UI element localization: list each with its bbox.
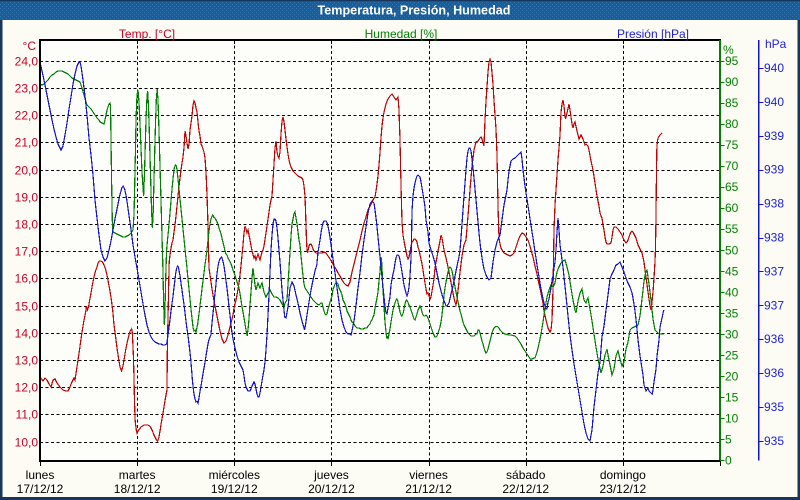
svg-text:22/12/12: 22/12/12	[502, 482, 549, 496]
svg-text:23,0: 23,0	[15, 82, 39, 96]
svg-text:935: 935	[764, 400, 784, 414]
svg-text:22,0: 22,0	[15, 109, 39, 123]
svg-text:domingo: domingo	[600, 468, 646, 482]
svg-text:13,0: 13,0	[15, 354, 39, 368]
svg-text:20: 20	[725, 369, 739, 383]
svg-text:936: 936	[764, 332, 784, 346]
svg-text:940: 940	[764, 95, 784, 109]
svg-text:20/12/12: 20/12/12	[308, 482, 355, 496]
svg-text:15,0: 15,0	[15, 300, 39, 314]
svg-text:°C: °C	[23, 39, 37, 53]
svg-text:20,0: 20,0	[15, 164, 39, 178]
svg-text:17,0: 17,0	[15, 245, 39, 259]
svg-text:10: 10	[725, 411, 739, 425]
svg-text:939: 939	[764, 163, 784, 177]
svg-text:937: 937	[764, 264, 784, 278]
svg-text:90: 90	[725, 75, 739, 89]
svg-text:14,0: 14,0	[15, 327, 39, 341]
svg-text:Temp. [°C]: Temp. [°C]	[119, 27, 175, 41]
svg-text:65: 65	[725, 180, 739, 194]
svg-text:940: 940	[764, 61, 784, 75]
svg-text:80: 80	[725, 117, 739, 131]
svg-text:19,0: 19,0	[15, 191, 39, 205]
svg-text:938: 938	[764, 197, 784, 211]
svg-text:hPa: hPa	[765, 37, 787, 51]
svg-text:lunes: lunes	[26, 468, 55, 482]
svg-text:936: 936	[764, 366, 784, 380]
svg-text:10,0: 10,0	[15, 436, 39, 450]
svg-text:21/12/12: 21/12/12	[405, 482, 452, 496]
svg-text:50: 50	[725, 243, 739, 257]
svg-text:miércoles: miércoles	[209, 468, 260, 482]
svg-text:45: 45	[725, 264, 739, 278]
svg-text:938: 938	[764, 231, 784, 245]
svg-text:Presión [hPa]: Presión [hPa]	[617, 27, 689, 41]
svg-text:19/12/12: 19/12/12	[211, 482, 258, 496]
svg-text:18/12/12: 18/12/12	[114, 482, 161, 496]
svg-text:35: 35	[725, 306, 739, 320]
svg-text:%: %	[723, 43, 734, 57]
svg-text:85: 85	[725, 96, 739, 110]
svg-text:25: 25	[725, 348, 739, 362]
svg-text:12,0: 12,0	[15, 381, 39, 395]
svg-text:15: 15	[725, 390, 739, 404]
svg-text:11,0: 11,0	[16, 408, 39, 422]
svg-text:70: 70	[725, 159, 739, 173]
svg-text:21,0: 21,0	[15, 136, 39, 150]
svg-text:17/12/12: 17/12/12	[17, 482, 64, 496]
svg-text:30: 30	[725, 327, 739, 341]
svg-text:939: 939	[764, 129, 784, 143]
svg-text:5: 5	[725, 432, 732, 446]
svg-text:23/12/12: 23/12/12	[599, 482, 646, 496]
svg-text:75: 75	[725, 138, 739, 152]
svg-text:935: 935	[764, 434, 784, 448]
svg-text:95: 95	[725, 54, 739, 68]
svg-text:16,0: 16,0	[15, 272, 39, 286]
svg-text:Humedad [%]: Humedad [%]	[365, 27, 438, 41]
svg-text:martes: martes	[119, 468, 156, 482]
svg-text:60: 60	[725, 201, 739, 215]
svg-text:18,0: 18,0	[15, 218, 39, 232]
svg-text:Temperatura, Presión, Humedad: Temperatura, Presión, Humedad	[318, 4, 511, 18]
svg-text:24,0: 24,0	[15, 55, 39, 69]
svg-text:jueves: jueves	[313, 468, 349, 482]
svg-text:0: 0	[725, 454, 732, 468]
svg-text:937: 937	[764, 298, 784, 312]
svg-text:55: 55	[725, 222, 739, 236]
svg-text:sábado: sábado	[506, 468, 546, 482]
svg-text:40: 40	[725, 285, 739, 299]
svg-text:viernes: viernes	[409, 468, 448, 482]
